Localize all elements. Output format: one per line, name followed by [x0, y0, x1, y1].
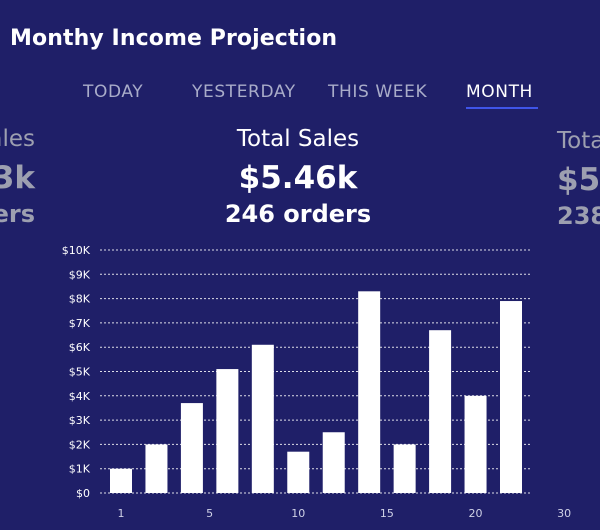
summary-label: Sales [0, 126, 35, 152]
bar [393, 444, 416, 493]
bar [145, 444, 168, 493]
tab-yesterday[interactable]: YESTERDAY [192, 82, 296, 102]
y-tick-label: $5K [69, 366, 91, 379]
y-tick-label: $7K [69, 317, 91, 330]
x-tick-label: 10 [291, 507, 305, 520]
summary-label: Total Sales [236, 126, 360, 152]
summary-amount: $5.46k [238, 160, 358, 196]
bar [358, 291, 381, 493]
summary-card-current[interactable]: Total Sales $5.46k 246 orders [200, 126, 396, 228]
summary-orders: ders [0, 200, 35, 228]
period-tabs: TODAY YESTERDAY THIS WEEK MONTH [0, 80, 600, 116]
bar [429, 330, 452, 493]
bar [180, 403, 203, 493]
tab-month[interactable]: MONTH [466, 82, 533, 102]
y-tick-label: $4K [69, 390, 91, 403]
bar [251, 344, 274, 493]
bar [464, 395, 487, 493]
tab-today[interactable]: TODAY [83, 82, 144, 102]
y-tick-label: $6K [69, 341, 91, 354]
summary-amount: $5 [557, 162, 600, 198]
bar [216, 369, 239, 493]
bar [287, 451, 310, 493]
y-tick-label: $8K [69, 293, 91, 306]
summary-card-next[interactable]: Tota $5 238 [557, 128, 600, 230]
y-tick-label: $1K [69, 463, 91, 476]
y-tick-label: $2K [69, 438, 91, 451]
y-tick-label: $10K [62, 244, 91, 257]
active-tab-indicator [466, 107, 538, 109]
summary-label: Tota [557, 128, 600, 154]
y-tick-label: $0 [76, 487, 90, 500]
summary-orders: 246 orders [224, 200, 372, 228]
bar [500, 301, 522, 493]
summary-amount: 3k [0, 160, 35, 196]
page-title: Monthy Income Projection [10, 26, 338, 51]
y-tick-label: $9K [69, 268, 91, 281]
tab-this-week[interactable]: THIS WEEK [328, 82, 428, 102]
x-tick-label: 1 [118, 507, 125, 520]
y-tick-label: $3K [69, 414, 91, 427]
bar [322, 432, 345, 493]
bar [110, 468, 132, 493]
x-tick-label: 20 [469, 507, 483, 520]
x-tick-label: 5 [206, 507, 213, 520]
summary-orders: 238 [557, 202, 600, 230]
x-tick-label: 30 [557, 507, 571, 520]
summary-card-previous[interactable]: Sales 3k ders [0, 126, 35, 228]
x-tick-label: 15 [380, 507, 394, 520]
